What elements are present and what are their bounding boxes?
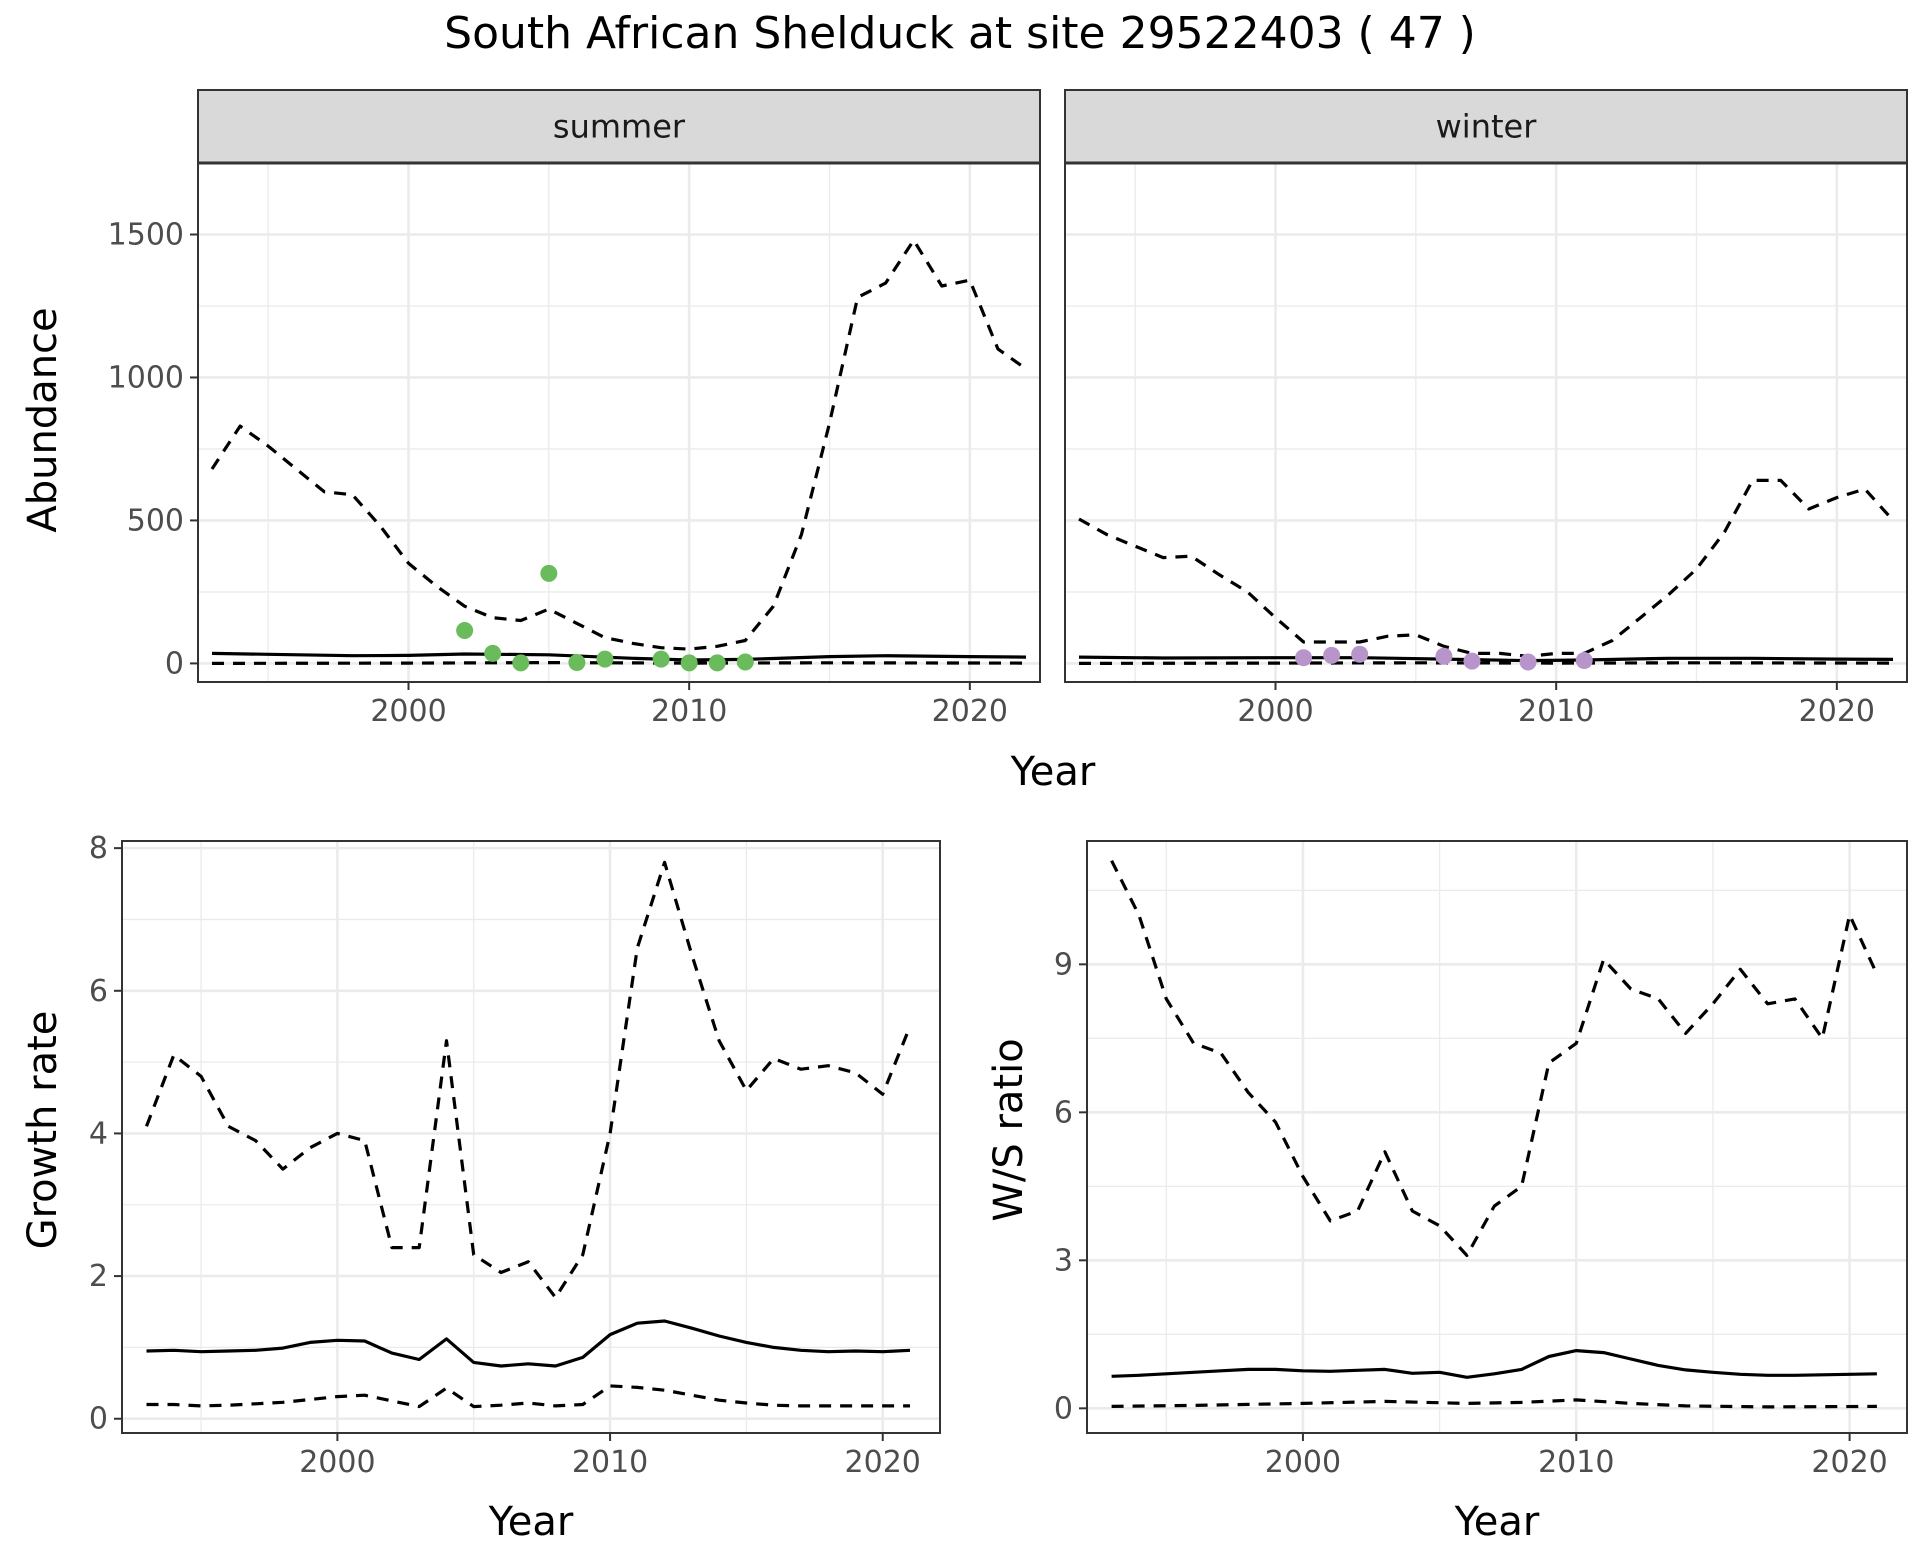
y-tick-label: 0 <box>1054 1391 1073 1426</box>
data-point <box>1519 653 1537 671</box>
y-tick-label: 0 <box>165 646 184 681</box>
series-line-dashed-2 <box>1111 1398 1877 1409</box>
panel-plot-3: 2000 2010 2020 0 3 6 9 <box>1054 840 1908 1480</box>
series-line-dashed-2 <box>146 1384 910 1409</box>
panel-winter: winter 2000 2010 2020 <box>1064 89 1908 729</box>
facet-label: summer <box>553 108 686 146</box>
x-tick-label: 2000 <box>1237 694 1313 729</box>
x-tick-label: 2010 <box>1538 1445 1614 1480</box>
y-tick-label: 0 <box>89 1402 108 1437</box>
chart-title: South African Shelduck at site 29522403 … <box>444 8 1476 59</box>
top-x-axis-label: Year <box>1010 749 1096 795</box>
x-tick-label: 2010 <box>651 694 727 729</box>
series-line-solid-0 <box>1078 655 1894 663</box>
data-point <box>596 650 614 668</box>
data-point <box>736 653 754 671</box>
y-tick-label: 4 <box>89 1116 108 1151</box>
y-tick-label: 6 <box>1054 1095 1073 1130</box>
series-line-dashed-2 <box>211 661 1027 665</box>
panel-plot-2: 2000 2010 2020 0 2 4 6 8 <box>89 831 941 1480</box>
y-tick-label: 3 <box>1054 1243 1073 1278</box>
data-point <box>456 622 474 640</box>
data-point <box>652 650 670 668</box>
series-line-solid-0 <box>146 1319 911 1368</box>
y-tick-label: 8 <box>89 831 108 866</box>
data-point <box>540 564 558 582</box>
data-point <box>1295 649 1313 667</box>
y-tick-label: 9 <box>1054 947 1073 982</box>
y-tick-label: 500 <box>127 503 184 538</box>
growth-x-axis-label: Year <box>488 1499 574 1545</box>
y-tick-label: 6 <box>89 974 108 1009</box>
panel-border <box>1064 162 1908 683</box>
series-line-dashed-2 <box>1078 661 1894 665</box>
x-tick-label: 2010 <box>572 1445 648 1480</box>
x-tick-label: 2020 <box>932 694 1008 729</box>
data-point <box>1323 646 1341 664</box>
y-tick-label: 2 <box>89 1259 108 1294</box>
x-tick-label: 2000 <box>370 694 446 729</box>
ratio-x-axis-label: Year <box>1454 1499 1540 1545</box>
x-tick-label: 2020 <box>845 1445 921 1480</box>
top-y-axis-label: Abundance <box>20 307 66 532</box>
data-point <box>512 654 530 672</box>
growth-y-axis-label: Growth rate <box>20 1011 66 1250</box>
data-point <box>1463 652 1481 670</box>
facet-strip <box>1064 89 1908 164</box>
series-line-dashed-1 <box>1078 478 1895 658</box>
data-point <box>568 654 586 672</box>
y-tick-label: 1000 <box>108 360 184 395</box>
ratio-y-axis-label: W/S ratio <box>986 1038 1032 1221</box>
x-tick-label: 2000 <box>1265 1445 1341 1480</box>
panel-summer: summer 2000 2010 2020 0 500 1000 1500 <box>108 89 1041 729</box>
series-line-solid-0 <box>1111 1349 1877 1379</box>
x-tick-label: 2020 <box>1799 694 1875 729</box>
x-tick-label: 2000 <box>299 1445 375 1480</box>
data-point <box>708 654 726 672</box>
series-line-dashed-1 <box>1110 859 1879 1257</box>
x-tick-label: 2020 <box>1811 1445 1887 1480</box>
data-point <box>1575 652 1593 670</box>
series-line-dashed-1 <box>210 238 1027 651</box>
data-point <box>1351 645 1369 663</box>
y-tick-label: 1500 <box>108 217 184 252</box>
series-line-dashed-1 <box>145 860 912 1300</box>
data-point <box>1435 647 1453 665</box>
panel-border <box>1086 840 1908 1434</box>
x-tick-label: 2010 <box>1518 694 1594 729</box>
data-point <box>484 644 502 662</box>
data-point <box>680 654 698 672</box>
panel-border <box>197 162 1041 683</box>
panel-border <box>121 840 941 1434</box>
series-line-solid-0 <box>211 651 1027 662</box>
facet-label: winter <box>1436 108 1538 146</box>
